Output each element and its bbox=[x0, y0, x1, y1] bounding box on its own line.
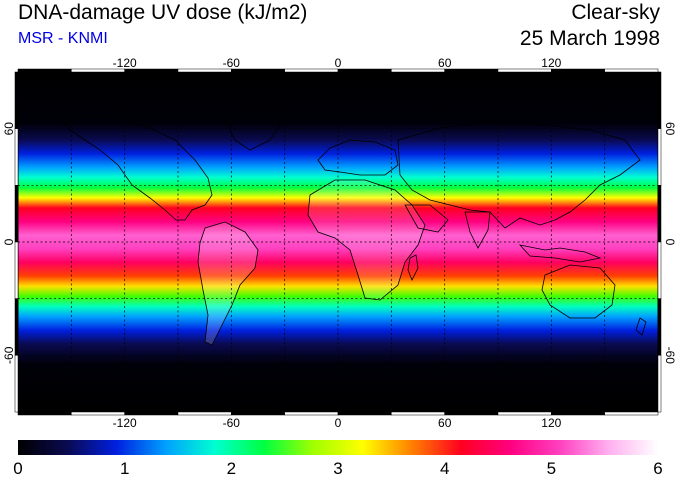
greenland-coastline bbox=[224, 107, 281, 151]
colorbar-ramp bbox=[18, 440, 658, 455]
lon-tick-label: 60 bbox=[438, 56, 452, 70]
map-field bbox=[14, 68, 662, 416]
lat-tick-label: 60 bbox=[663, 122, 677, 136]
asia-coastline bbox=[397, 121, 641, 229]
north-america-coastline bbox=[59, 114, 213, 221]
lon-tick-label: -60 bbox=[223, 416, 241, 430]
colorbar: 0 1 2 3 4 5 6 bbox=[13, 440, 663, 478]
south-america-coastline bbox=[197, 221, 259, 346]
lon-ticks-top: -120 -60 0 60 120 bbox=[113, 56, 562, 70]
frame-segment bbox=[17, 68, 72, 73]
arabia-coastline bbox=[404, 204, 449, 233]
map-title: DNA-damage UV dose (kJ/m2) bbox=[18, 1, 308, 24]
lon-tick-label: 60 bbox=[438, 416, 452, 430]
lat-tick-label: 0 bbox=[663, 239, 677, 246]
australia-coastline bbox=[541, 264, 616, 319]
lon-tick-label: -120 bbox=[113, 416, 137, 430]
frame-segment bbox=[657, 128, 662, 186]
date-label: 25 March 1998 bbox=[519, 27, 660, 50]
colorbar-label: 0 bbox=[13, 459, 22, 478]
frame-segment bbox=[604, 68, 659, 73]
colorbar-label: 4 bbox=[440, 459, 449, 478]
lat-ticks-left: 60 0 -60 bbox=[2, 122, 16, 364]
new-zealand-coastline bbox=[635, 317, 647, 336]
lat-tick-label: -60 bbox=[663, 347, 677, 365]
antarctica-coastline bbox=[18, 395, 658, 403]
frame-segment bbox=[14, 71, 19, 129]
colorbar-label: 2 bbox=[227, 459, 236, 478]
lat-tick-label: 60 bbox=[2, 122, 16, 136]
lon-tick-label: -120 bbox=[113, 56, 137, 70]
lon-tick-label: 120 bbox=[541, 416, 561, 430]
frame-segment bbox=[551, 411, 605, 416]
frame-segment bbox=[14, 128, 19, 186]
lon-tick-label: -60 bbox=[223, 56, 241, 70]
europe-coastline bbox=[317, 139, 399, 176]
lon-ticks-bottom: -120 -60 0 60 120 bbox=[113, 416, 562, 430]
colorbar-label: 5 bbox=[547, 459, 556, 478]
lat-ticks-right: 60 0 -60 bbox=[663, 122, 677, 364]
source-label: MSR - KNMI bbox=[18, 30, 108, 47]
colorbar-label: 6 bbox=[653, 459, 662, 478]
frame-segment bbox=[14, 241, 19, 299]
frame-segments bbox=[14, 68, 662, 416]
frame-segment bbox=[177, 411, 232, 416]
lon-tick-label: 120 bbox=[541, 56, 561, 70]
frame-segment bbox=[444, 68, 499, 73]
frame-segment bbox=[444, 411, 499, 416]
frame-segment bbox=[657, 241, 662, 299]
africa-coastline bbox=[307, 179, 426, 301]
graticule bbox=[18, 72, 658, 412]
lon-tick-label: 0 bbox=[335, 56, 342, 70]
madagascar-coastline bbox=[407, 254, 419, 281]
india-coastline bbox=[464, 211, 491, 249]
frame-segment bbox=[17, 411, 72, 416]
frame-segment bbox=[231, 411, 285, 416]
frame-segment bbox=[391, 68, 445, 73]
frame-segment bbox=[14, 185, 19, 243]
land-overlay bbox=[18, 107, 658, 403]
lat-tick-label: -60 bbox=[2, 346, 16, 364]
indonesia-coastline bbox=[518, 244, 602, 263]
frame-segment bbox=[497, 411, 552, 416]
frame-segment bbox=[657, 185, 662, 243]
frame-segment bbox=[337, 411, 392, 416]
colorbar-label: 3 bbox=[333, 459, 342, 478]
frame-segment bbox=[657, 298, 662, 356]
frame-segment bbox=[284, 68, 339, 73]
frame-segment bbox=[71, 411, 125, 416]
frame-segment bbox=[391, 411, 445, 416]
frame-segment bbox=[284, 411, 339, 416]
sky-condition-label: Clear-sky bbox=[571, 1, 660, 24]
frame-segment bbox=[337, 68, 392, 73]
lon-tick-label: 0 bbox=[335, 416, 342, 430]
colorbar-label: 1 bbox=[120, 459, 129, 478]
frame-segment bbox=[124, 411, 179, 416]
frame-segment bbox=[604, 411, 659, 416]
lat-tick-label: 0 bbox=[2, 238, 16, 245]
frame-segment bbox=[657, 71, 662, 129]
frame-segment bbox=[14, 355, 19, 413]
frame-segment bbox=[657, 355, 662, 413]
